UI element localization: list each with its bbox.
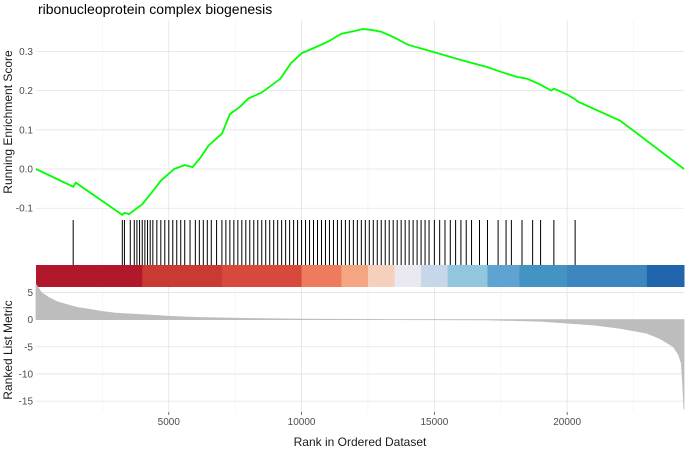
color-bar-segment: [142, 265, 223, 287]
running-score-axis-label: Running Enrichment Score: [1, 50, 15, 194]
ranked-metric-panel: 5 0 -5 -10 -15 Ranked List Metric: [1, 282, 685, 412]
color-bar-segment: [646, 265, 685, 287]
y-tick-label: 0.2: [19, 86, 33, 97]
x-tick-label: 10000: [288, 417, 316, 428]
x-tick-label: 20000: [553, 417, 581, 428]
color-bar-segment: [421, 265, 449, 287]
y-tick-label: -0.1: [16, 204, 34, 215]
color-bar-segment: [367, 265, 396, 287]
y-tick-label: -10: [19, 369, 34, 380]
ranked-metric-axis-label: Ranked List Metric: [1, 300, 15, 399]
x-tick-label: 15000: [420, 417, 448, 428]
gene-hits-panel: [36, 220, 685, 287]
color-bar-segment: [567, 265, 648, 287]
color-bar-segment: [487, 265, 520, 287]
y-tick-label: 0.0: [19, 165, 33, 176]
ranked-metric-area: [35, 282, 685, 410]
color-bar-segment: [519, 265, 568, 287]
y-tick-label: -15: [19, 397, 34, 408]
chart-title: ribonucleoprotein complex biogenesis: [38, 1, 272, 17]
y-tick-label: -5: [24, 342, 33, 353]
color-bar-segment: [301, 265, 342, 287]
color-bar-segment: [447, 265, 488, 287]
color-bar-segment: [36, 265, 143, 287]
x-axis-label: Rank in Ordered Dataset: [294, 435, 427, 449]
color-bar-segment: [341, 265, 369, 287]
running-score-panel: -0.1 0.0 0.1 0.2 0.3 Running Enrichment Scor…: [1, 20, 685, 220]
y-tick-label: 5: [27, 288, 33, 299]
y-tick-label: 0.3: [19, 47, 33, 58]
y-tick-label: 0: [27, 315, 33, 326]
color-bar-segment: [394, 265, 422, 287]
y-tick-label: 0.1: [19, 125, 33, 136]
color-bar-segment: [221, 265, 303, 287]
x-tick-label: 5000: [158, 417, 181, 428]
running-enrichment-line: [35, 28, 685, 217]
